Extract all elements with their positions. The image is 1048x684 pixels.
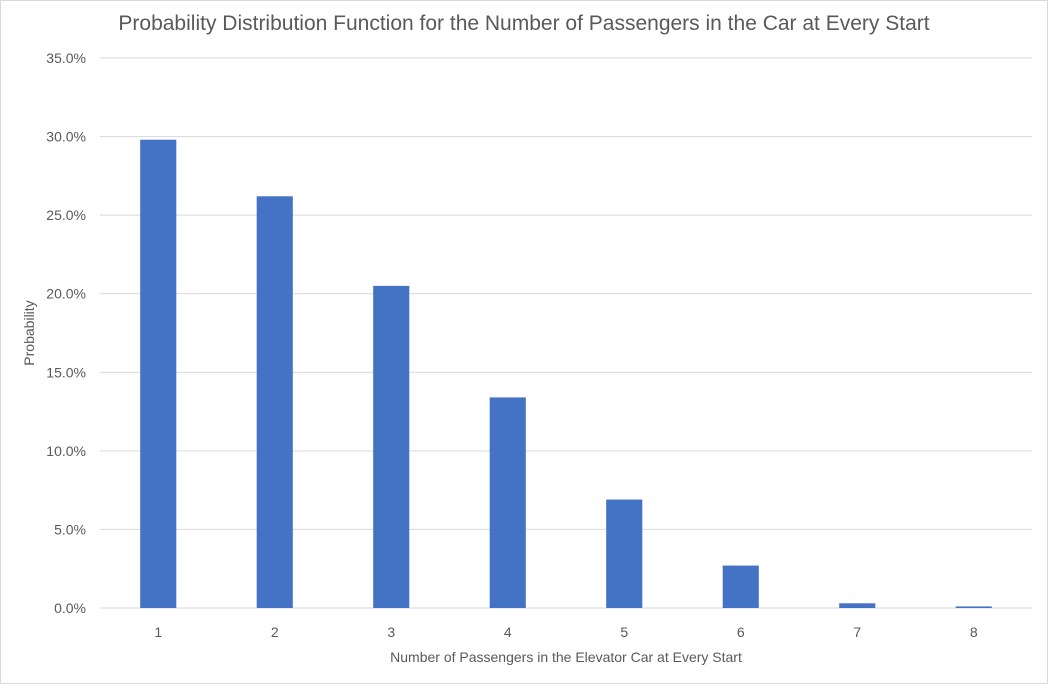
x-tick-label: 2	[271, 624, 279, 640]
bar-8	[955, 606, 992, 608]
bar-7	[839, 603, 876, 608]
y-axis-ticks: 0.0% 5.0% 10.0% 15.0% 20.0% 25.0% 30.0% 35.0%	[46, 50, 86, 616]
y-tick-label: 10.0%	[46, 443, 86, 459]
bar-2	[256, 196, 293, 609]
y-tick-label: 15.0%	[46, 364, 86, 380]
bar-3	[373, 285, 410, 608]
x-tick-label: 8	[970, 624, 978, 640]
x-axis-title: Number of Passengers in the Elevator Car…	[390, 649, 742, 665]
y-axis-title: Probability	[21, 300, 37, 365]
y-tick-label: 35.0%	[46, 50, 86, 66]
y-tick-label: 30.0%	[46, 129, 86, 145]
chart-title: Probability Distribution Function for th…	[118, 12, 930, 35]
x-axis-ticks: 1 2 3 4 5 6 7 8	[154, 624, 978, 640]
gridlines	[100, 57, 1032, 609]
bar-6	[722, 565, 759, 608]
y-tick-label: 0.0%	[54, 600, 86, 616]
x-tick-label: 1	[154, 624, 162, 640]
x-tick-label: 5	[620, 624, 628, 640]
bar-1	[140, 139, 177, 608]
x-tick-label: 4	[504, 624, 512, 640]
y-tick-label: 25.0%	[46, 207, 86, 223]
x-tick-label: 3	[387, 624, 395, 640]
y-tick-label: 20.0%	[46, 286, 86, 302]
x-tick-label: 6	[737, 624, 745, 640]
bar-5	[606, 499, 643, 608]
bar-4	[489, 397, 526, 608]
y-tick-label: 5.0%	[54, 521, 86, 537]
bars	[140, 139, 992, 609]
x-tick-label: 7	[853, 624, 861, 640]
